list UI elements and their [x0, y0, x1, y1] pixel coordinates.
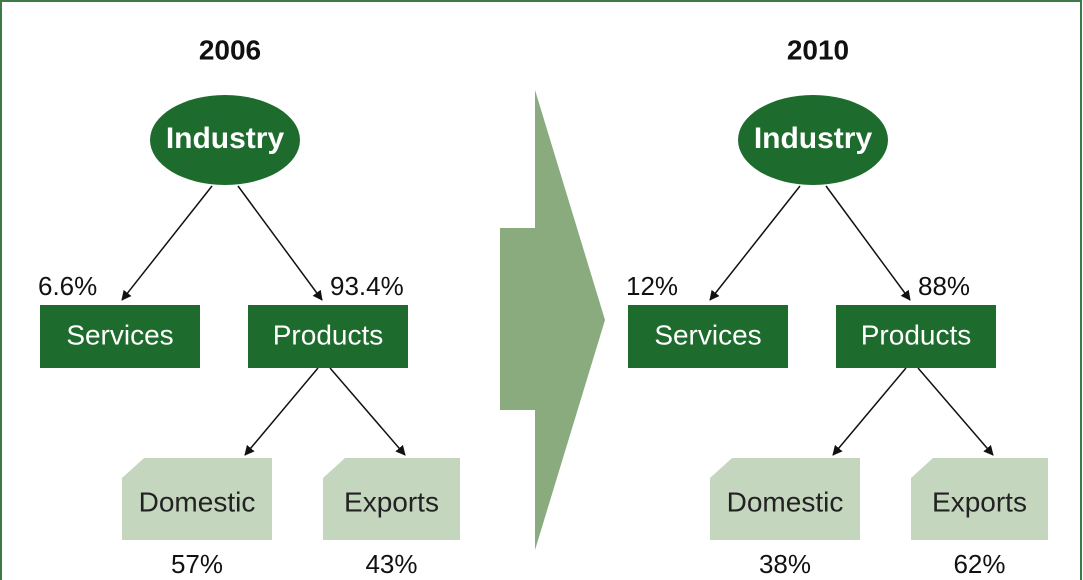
- leaf-label: Domestic: [727, 486, 844, 517]
- panel: 2010 Industry Services Products 12% 88% Domest…: [626, 34, 1048, 579]
- edge-arrow: [709, 185, 801, 301]
- edge-arrow: [917, 367, 994, 456]
- edge-arrow: [237, 185, 323, 301]
- node-box: [40, 305, 200, 368]
- leaf-label: Exports: [344, 486, 439, 517]
- node-box: [836, 305, 996, 368]
- leaf-label: Domestic: [139, 486, 256, 517]
- leaf-label: Exports: [932, 486, 1027, 517]
- share-label: 12%: [626, 271, 678, 301]
- leaf-node: [122, 458, 272, 540]
- edge-arrow: [244, 367, 319, 456]
- node-box: [248, 305, 408, 368]
- leaf-node: [911, 458, 1048, 540]
- edge-arrow: [832, 367, 907, 456]
- leaf-node: [710, 458, 860, 540]
- share-label: 88%: [918, 271, 970, 301]
- share-label: 57%: [171, 549, 223, 579]
- transition-arrow: [500, 90, 605, 550]
- node-label: Services: [654, 319, 761, 350]
- node-label: Products: [273, 319, 384, 350]
- edge-arrow: [825, 185, 911, 301]
- edge-arrow: [121, 185, 213, 301]
- edge-arrow: [329, 367, 406, 456]
- node-label: Services: [66, 319, 173, 350]
- share-label: 93.4%: [330, 271, 404, 301]
- root-node: [150, 95, 300, 185]
- year-title: 2010: [787, 34, 849, 65]
- node-box: [628, 305, 788, 368]
- share-label: 6.6%: [38, 271, 97, 301]
- root-node: [738, 95, 888, 185]
- root-label: Industry: [754, 122, 873, 155]
- panel: 2006 Industry Services Products 6.6% 93.4% Dom…: [38, 34, 460, 579]
- node-label: Products: [861, 319, 972, 350]
- share-label: 43%: [365, 549, 417, 579]
- leaf-node: [323, 458, 460, 540]
- panels: 2006 Industry Services Products 6.6% 93.4% Dom…: [38, 34, 1048, 579]
- year-title: 2006: [199, 34, 261, 65]
- root-label: Industry: [166, 122, 285, 155]
- share-label: 62%: [953, 549, 1005, 579]
- share-label: 38%: [759, 549, 811, 579]
